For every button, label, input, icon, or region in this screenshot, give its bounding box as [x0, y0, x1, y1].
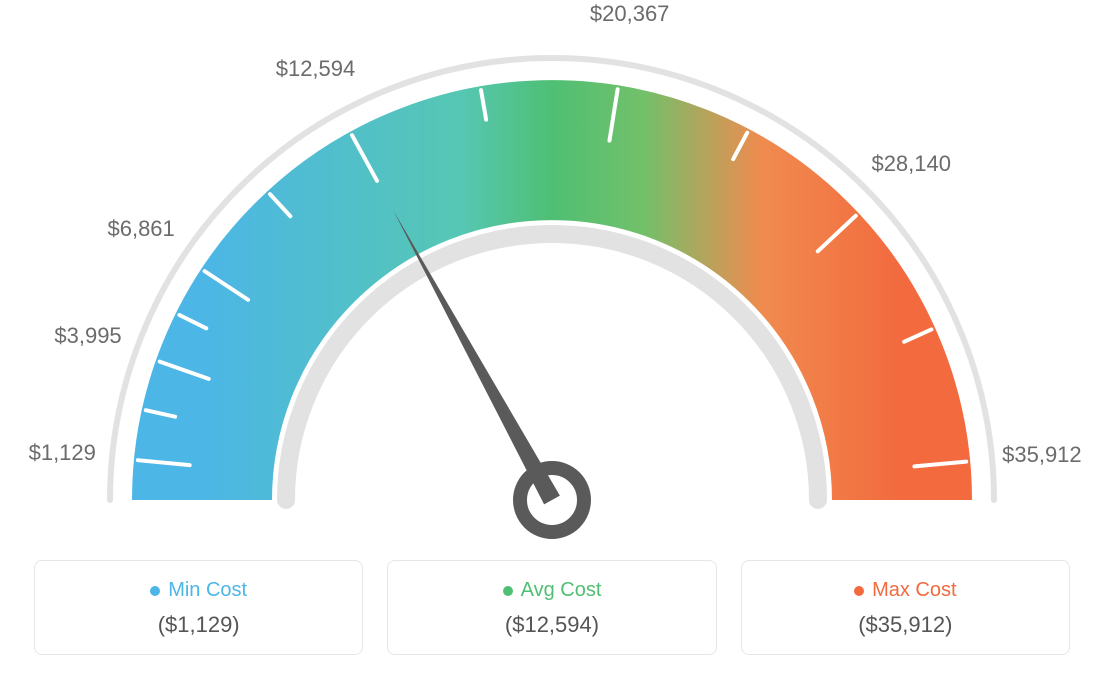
avg-cost-title: Avg Cost [388, 579, 715, 602]
min-cost-title: Min Cost [35, 579, 362, 602]
min-dot-icon [150, 586, 160, 596]
min-cost-value: ($1,129) [35, 612, 362, 638]
max-cost-title: Max Cost [742, 579, 1069, 602]
gauge-svg [0, 0, 1104, 560]
gauge-tick-label: $6,861 [107, 216, 174, 242]
summary-cards: Min Cost ($1,129) Avg Cost ($12,594) Max… [0, 560, 1104, 655]
gauge-chart: $1,129 $3,995 $6,861 $12,594 $20,367 $28,140 $… [0, 0, 1104, 560]
max-dot-icon [854, 586, 864, 596]
min-cost-label: Min Cost [168, 579, 247, 601]
max-cost-label: Max Cost [872, 579, 956, 601]
gauge-tick-label: $20,367 [590, 1, 670, 27]
max-cost-card: Max Cost ($35,912) [741, 560, 1070, 655]
gauge-tick-label: $3,995 [54, 323, 121, 349]
min-cost-card: Min Cost ($1,129) [34, 560, 363, 655]
avg-cost-card: Avg Cost ($12,594) [387, 560, 716, 655]
gauge-tick-label: $1,129 [29, 440, 96, 466]
avg-cost-label: Avg Cost [521, 579, 602, 601]
max-cost-value: ($35,912) [742, 612, 1069, 638]
avg-cost-value: ($12,594) [388, 612, 715, 638]
avg-dot-icon [503, 586, 513, 596]
gauge-tick-label: $12,594 [276, 56, 356, 82]
gauge-tick-label: $28,140 [871, 151, 951, 177]
gauge-tick-label: $35,912 [1002, 442, 1082, 468]
